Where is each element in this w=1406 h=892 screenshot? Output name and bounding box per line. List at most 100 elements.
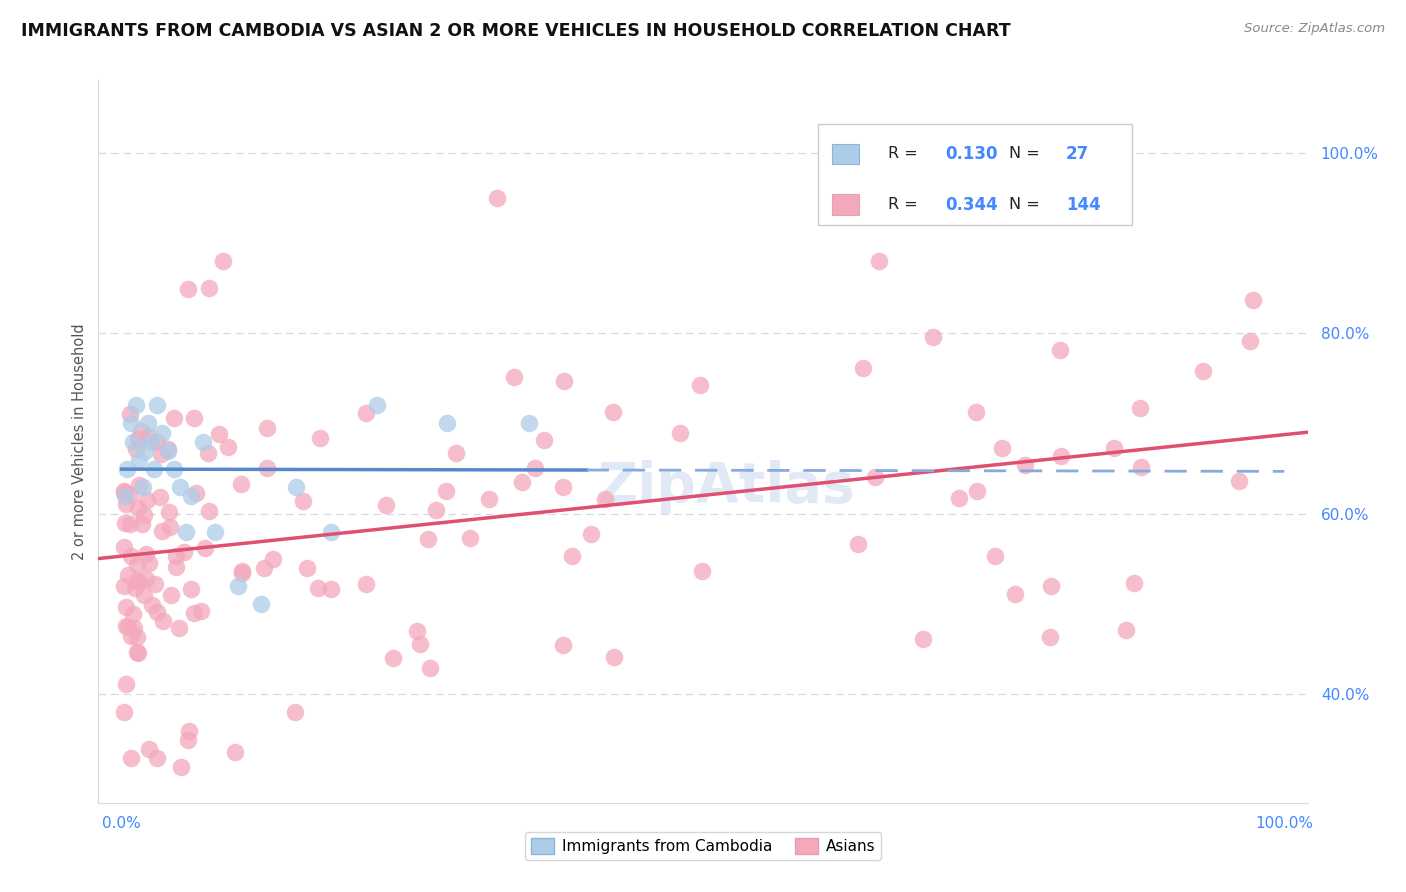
Point <box>204 524 226 539</box>
Point <box>197 446 219 460</box>
Text: IMMIGRANTS FROM CAMBODIA VS ASIAN 2 OR MORE VEHICLES IN HOUSEHOLD CORRELATION CH: IMMIGRANTS FROM CAMBODIA VS ASIAN 2 OR M… <box>21 22 1011 40</box>
Point <box>132 508 155 523</box>
Text: R =: R = <box>889 146 922 161</box>
Text: N =: N = <box>1010 197 1045 212</box>
Point <box>138 417 160 431</box>
Point <box>502 369 524 384</box>
Point <box>602 405 624 419</box>
Point <box>134 588 156 602</box>
Point <box>1040 579 1063 593</box>
Point <box>156 442 179 457</box>
FancyBboxPatch shape <box>832 144 859 164</box>
Point <box>183 411 205 425</box>
Point <box>1049 343 1071 357</box>
Point <box>262 552 284 566</box>
Point <box>131 480 153 494</box>
Point <box>163 461 186 475</box>
Point <box>444 446 467 460</box>
Point <box>112 483 135 498</box>
Point <box>852 360 875 375</box>
Point <box>165 560 187 574</box>
Point <box>120 629 142 643</box>
Point <box>125 442 148 457</box>
Point <box>1004 587 1026 601</box>
Point <box>120 407 142 421</box>
Text: Source: ZipAtlas.com: Source: ZipAtlas.com <box>1244 22 1385 36</box>
Point <box>319 582 342 596</box>
Point <box>135 547 157 561</box>
Point <box>128 574 150 589</box>
Point <box>846 537 869 551</box>
Point <box>143 461 166 475</box>
Point <box>211 253 233 268</box>
Legend: Immigrants from Cambodia, Asians: Immigrants from Cambodia, Asians <box>524 832 882 860</box>
Point <box>418 533 440 547</box>
Point <box>114 618 136 632</box>
Point <box>984 549 1007 564</box>
Point <box>184 486 207 500</box>
Point <box>177 732 200 747</box>
Point <box>127 432 149 446</box>
Point <box>124 398 146 412</box>
Point <box>307 581 329 595</box>
Point <box>965 405 987 419</box>
Point <box>285 480 308 494</box>
Text: R =: R = <box>889 197 922 212</box>
Point <box>112 579 135 593</box>
Point <box>146 750 169 764</box>
Point <box>991 441 1014 455</box>
Point <box>603 649 626 664</box>
Y-axis label: 2 or more Vehicles in Household: 2 or more Vehicles in Household <box>72 323 87 560</box>
Point <box>868 253 890 268</box>
Point <box>217 440 239 454</box>
Point <box>125 645 148 659</box>
Point <box>134 443 156 458</box>
Point <box>1122 575 1144 590</box>
Point <box>356 406 378 420</box>
Point <box>135 572 157 586</box>
Point <box>173 545 195 559</box>
Point <box>114 489 136 503</box>
Point <box>127 558 149 572</box>
Point <box>152 614 174 628</box>
Point <box>120 417 142 431</box>
Point <box>159 520 181 534</box>
Point <box>593 491 616 506</box>
Point <box>118 516 141 531</box>
Point <box>436 417 458 431</box>
Point <box>291 494 314 508</box>
Point <box>231 565 253 579</box>
Point <box>163 411 186 425</box>
Point <box>948 491 970 505</box>
Point <box>149 490 172 504</box>
Point <box>191 434 214 449</box>
Point <box>138 556 160 570</box>
Point <box>458 531 481 545</box>
Point <box>1050 449 1073 463</box>
Point <box>157 443 180 458</box>
Point <box>256 421 278 435</box>
Point <box>284 706 307 720</box>
Point <box>177 723 200 738</box>
Point <box>150 425 173 440</box>
Text: ZipAtlas: ZipAtlas <box>598 459 855 514</box>
Point <box>434 483 457 498</box>
Point <box>136 493 159 508</box>
Point <box>689 377 711 392</box>
Point <box>128 478 150 492</box>
Point <box>966 483 988 498</box>
Point <box>145 398 167 412</box>
Point <box>112 484 135 499</box>
Point <box>425 502 447 516</box>
Point <box>124 581 146 595</box>
Point <box>419 661 441 675</box>
Point <box>136 429 159 443</box>
Point <box>117 567 139 582</box>
Point <box>143 576 166 591</box>
Point <box>180 489 202 503</box>
Point <box>183 606 205 620</box>
Point <box>120 488 142 502</box>
Point <box>256 461 278 475</box>
Point <box>374 499 396 513</box>
Text: N =: N = <box>1010 146 1045 161</box>
